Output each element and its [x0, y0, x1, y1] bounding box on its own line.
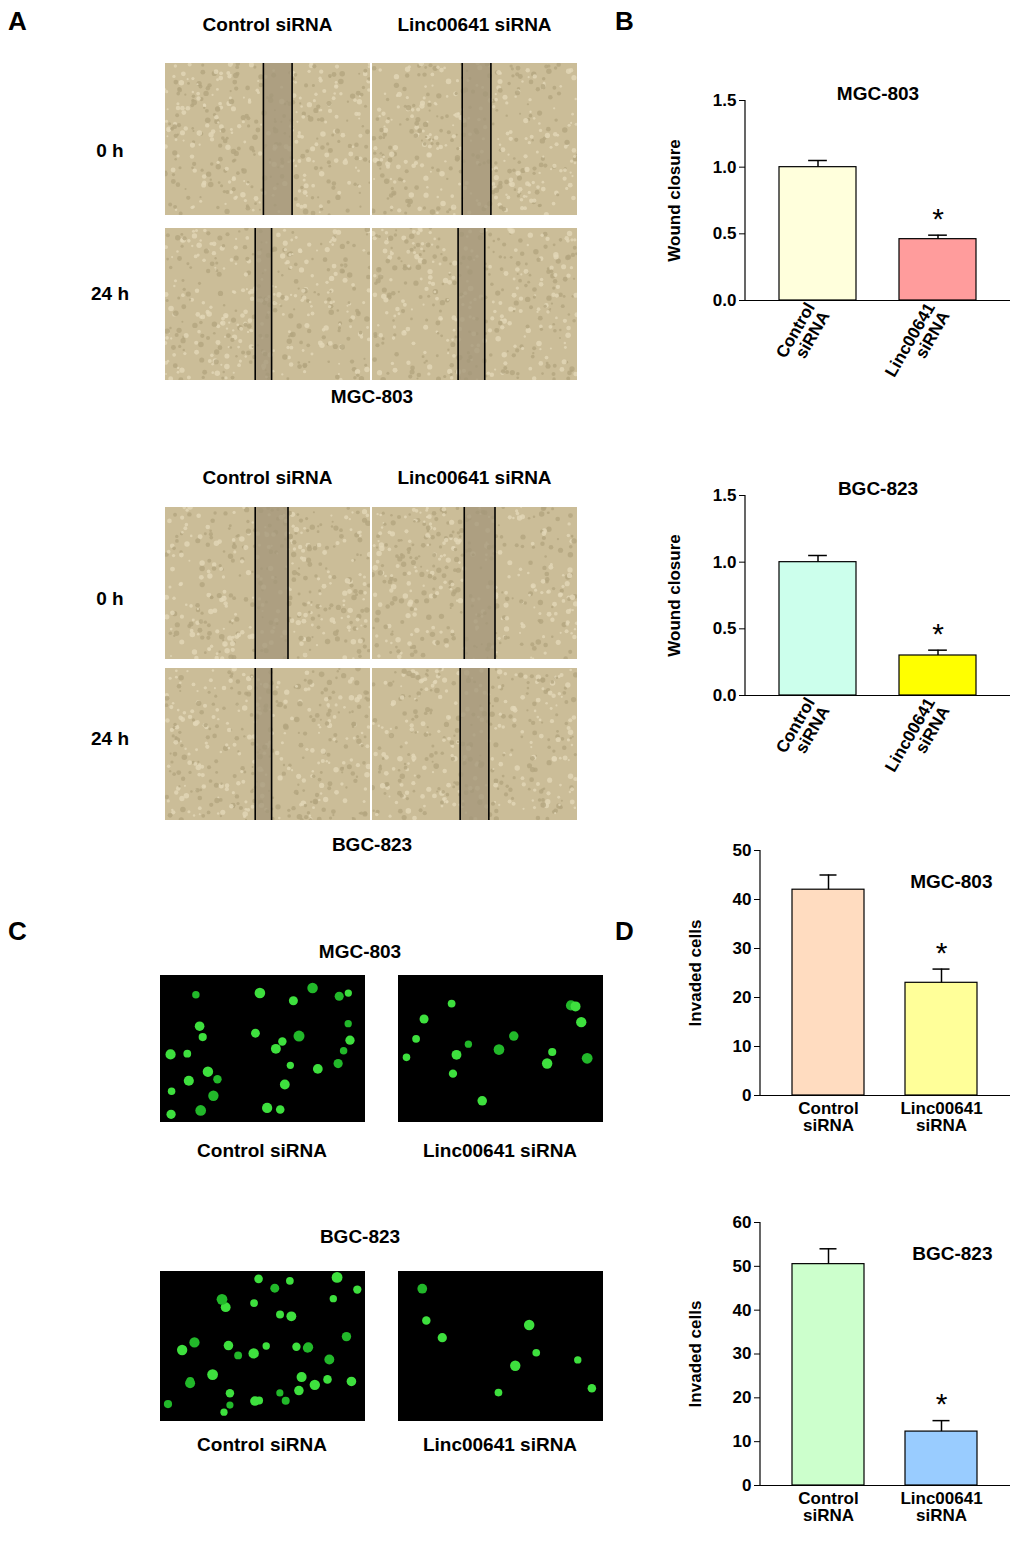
svg-text:0.5: 0.5: [713, 224, 737, 243]
svg-text:Linc00641siRNA: Linc00641siRNA: [900, 1099, 982, 1135]
svg-text:Linc00641siRNA: Linc00641siRNA: [881, 299, 953, 388]
html-text:Control siRNA: Control siRNA: [197, 1140, 327, 1161]
svg-text:Linc00641siRNA: Linc00641siRNA: [881, 694, 953, 783]
svg-text:20: 20: [733, 1388, 752, 1407]
svg-text:1.5: 1.5: [713, 91, 737, 110]
svg-text:10: 10: [733, 1432, 752, 1451]
svg-text:60: 60: [733, 1213, 752, 1232]
svg-text:30: 30: [733, 939, 752, 958]
svg-text:1.5: 1.5: [713, 486, 737, 505]
svg-text:50: 50: [733, 1257, 752, 1276]
svg-text:0.5: 0.5: [713, 619, 737, 638]
html-text:0 h: 0 h: [96, 140, 124, 161]
html-text:Linc00641 siRNA: Linc00641 siRNA: [422, 1434, 578, 1455]
html-text:D: D: [615, 916, 634, 946]
svg-text:1.0: 1.0: [713, 553, 737, 572]
svg-text:ControlsiRNA: ControlsiRNA: [772, 299, 833, 369]
html-text:Linc00641 siRNA: Linc00641 siRNA: [397, 14, 552, 35]
svg-text:*: *: [936, 936, 948, 969]
svg-text:ControlsiRNA: ControlsiRNA: [772, 694, 833, 764]
svg-text:BGC-823: BGC-823: [912, 1243, 992, 1264]
svg-text:30: 30: [733, 1344, 752, 1363]
svg-text:*: *: [932, 617, 944, 650]
html-text:A: A: [8, 6, 27, 36]
svg-text:ControlsiRNA: ControlsiRNA: [798, 1489, 858, 1525]
html-text:MGC-803: MGC-803: [318, 941, 402, 962]
svg-text:0: 0: [742, 1086, 751, 1105]
html-text:Control siRNA: Control siRNA: [197, 1434, 327, 1455]
svg-text:20: 20: [733, 988, 752, 1007]
html-text:Control siRNA: Control siRNA: [202, 467, 333, 488]
svg-text:Invaded cells: Invaded cells: [686, 1301, 705, 1408]
svg-text:40: 40: [733, 1301, 752, 1320]
html-text:BGC-823: BGC-823: [319, 1226, 401, 1247]
html-text:Control siRNA: Control siRNA: [202, 14, 333, 35]
html-text:24 h: 24 h: [91, 728, 129, 749]
html-text:24 h: 24 h: [91, 283, 129, 304]
svg-text:MGC-803: MGC-803: [837, 83, 919, 104]
svg-text:*: *: [936, 1387, 948, 1420]
html-text:BGC-823: BGC-823: [331, 834, 413, 855]
svg-text:Wound closure: Wound closure: [665, 534, 684, 656]
svg-text:*: *: [932, 202, 944, 235]
html-text:Linc00641 siRNA: Linc00641 siRNA: [397, 467, 552, 488]
html-text:MGC-803: MGC-803: [330, 386, 414, 407]
svg-text:MGC-803: MGC-803: [910, 871, 992, 892]
html-text:Linc00641 siRNA: Linc00641 siRNA: [422, 1140, 578, 1161]
svg-text:10: 10: [733, 1037, 752, 1056]
html-text:0 h: 0 h: [96, 588, 124, 609]
svg-text:50: 50: [733, 841, 752, 860]
html-text:B: B: [615, 6, 634, 36]
html-text:C: C: [8, 916, 27, 946]
svg-text:Linc00641siRNA: Linc00641siRNA: [900, 1489, 982, 1525]
svg-text:ControlsiRNA: ControlsiRNA: [798, 1099, 858, 1135]
svg-text:Invaded cells: Invaded cells: [686, 920, 705, 1027]
svg-text:1.0: 1.0: [713, 158, 737, 177]
svg-text:0: 0: [742, 1476, 751, 1495]
svg-text:40: 40: [733, 890, 752, 909]
svg-text:0.0: 0.0: [713, 686, 737, 705]
svg-text:BGC-823: BGC-823: [838, 478, 918, 499]
svg-text:Wound closure: Wound closure: [665, 139, 684, 261]
svg-text:0.0: 0.0: [713, 291, 737, 310]
